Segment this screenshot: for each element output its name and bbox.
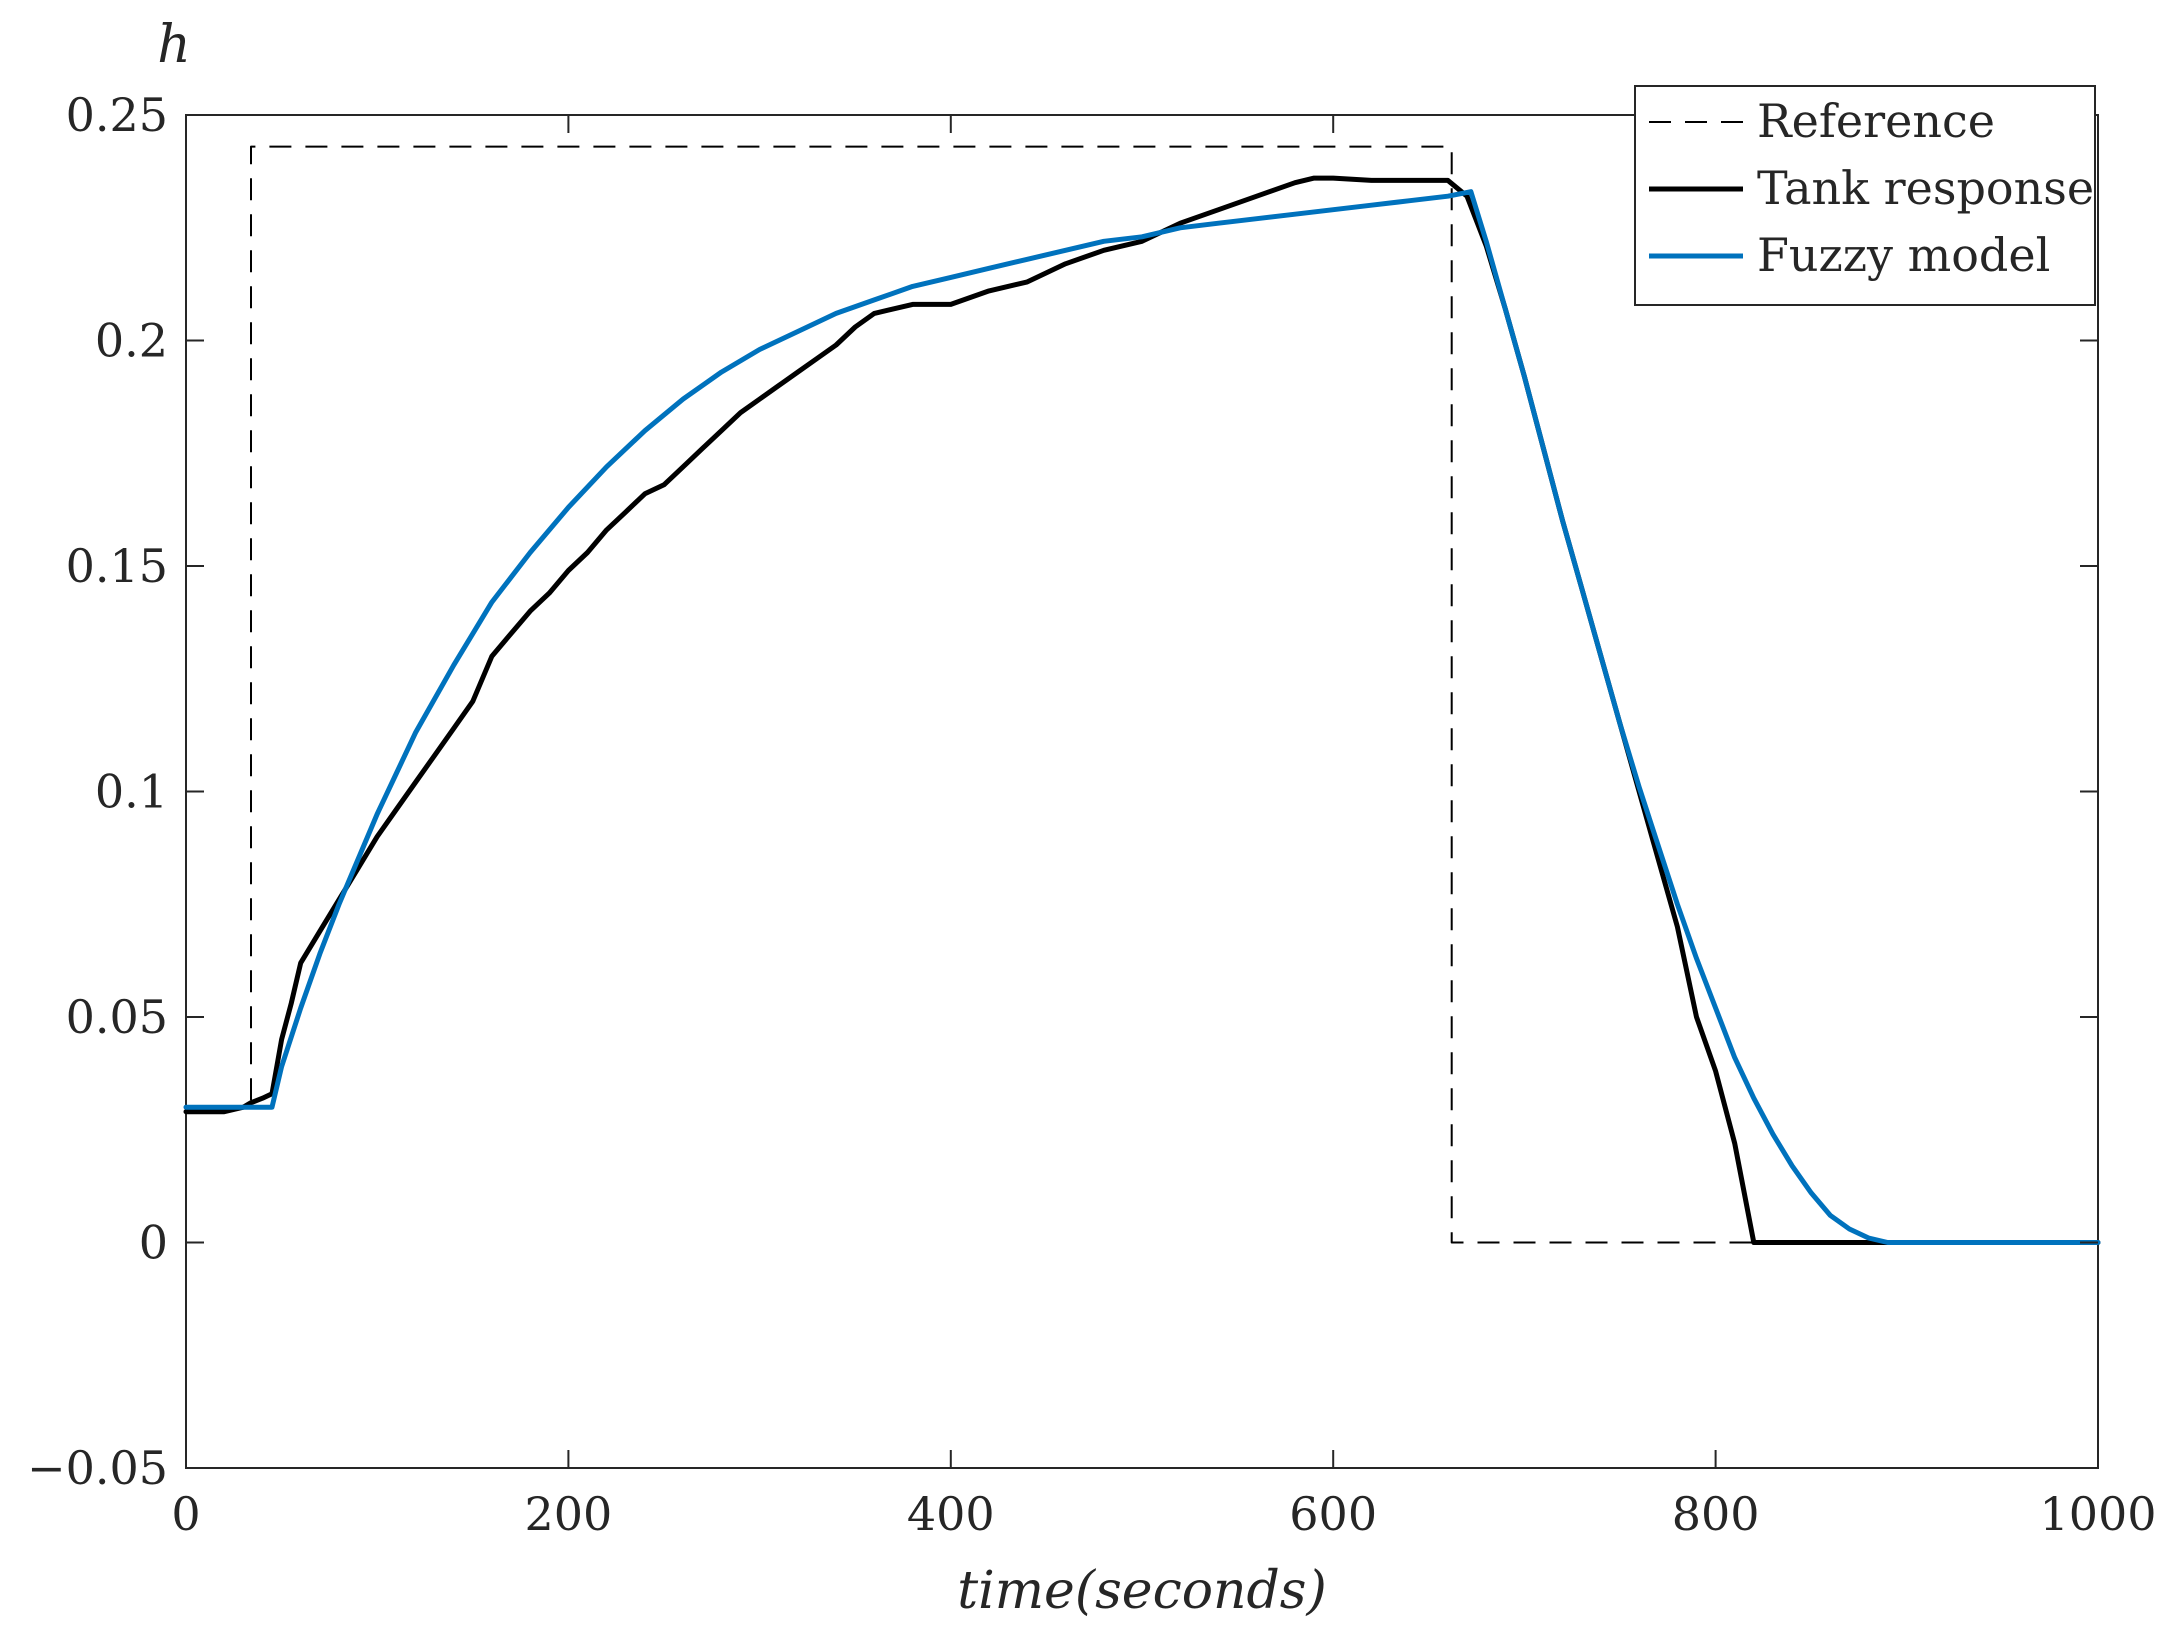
y-tick-label: 0.15	[66, 539, 168, 593]
y-tick-label: −0.05	[27, 1441, 168, 1495]
x-tick-label: 800	[1672, 1487, 1760, 1541]
ticks-layer: 0 200 400 600 800 1000−0.0500.050.10.150.20.2…	[27, 88, 2157, 1541]
y-tick-label: 0.25	[66, 88, 168, 142]
y-tick-label: 0.1	[95, 765, 168, 819]
legend-box	[1634, 85, 2096, 306]
plot-area	[185, 114, 2099, 1469]
x-tick-label: 600	[1289, 1487, 1377, 1541]
legend-label-tank-response: Tank response	[1757, 161, 2094, 215]
x-tick-label: 200	[524, 1487, 612, 1541]
x-tick-label: 400	[907, 1487, 995, 1541]
legend: Reference Tank response Fuzzy model	[1634, 85, 2096, 306]
series-line-fuzzy-model	[183, 189, 2101, 1245]
legend-label-fuzzy-model: Fuzzy model	[1757, 228, 2050, 282]
x-tick-label: 1000	[2039, 1487, 2156, 1541]
series-layer	[183, 145, 2101, 1245]
legend-label-reference: Reference	[1757, 94, 1995, 148]
y-axis-label: h	[157, 15, 191, 75]
x-tick-label: 0	[171, 1487, 200, 1541]
axes-frame	[185, 114, 2099, 1469]
y-tick-label: 0.05	[66, 990, 168, 1044]
y-tick-label: 0	[139, 1216, 168, 1270]
y-tick-label: 0.2	[95, 314, 168, 368]
x-axis-label: time(seconds)	[957, 1561, 1327, 1621]
